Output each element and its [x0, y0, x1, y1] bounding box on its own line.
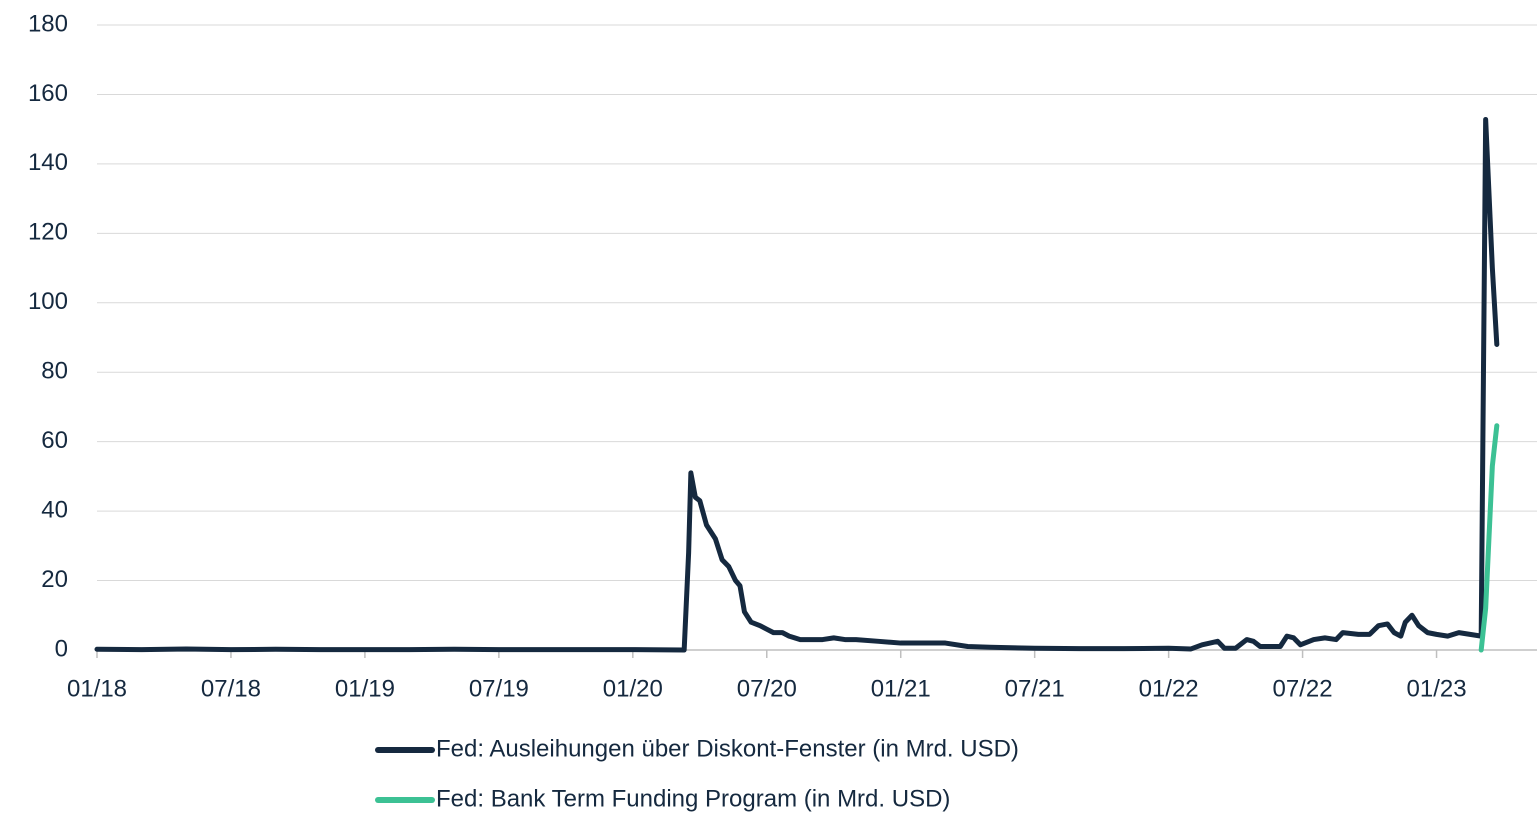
x-tick-label: 07/21: [1005, 675, 1065, 702]
y-tick-label: 0: [55, 635, 68, 662]
x-tick-label: 07/20: [737, 675, 797, 702]
y-tick-label: 120: [28, 219, 68, 246]
x-tick-label: 01/21: [871, 675, 931, 702]
x-tick-label: 01/18: [67, 675, 127, 702]
legend-label: Fed: Bank Term Funding Program (in Mrd. …: [436, 785, 950, 812]
y-tick-label: 180: [28, 10, 68, 37]
y-tick-label: 160: [28, 80, 68, 107]
series-line: [1478, 423, 1500, 653]
x-tick-label: 07/22: [1273, 675, 1333, 702]
x-tick-label: 01/23: [1407, 675, 1467, 702]
y-tick-label: 140: [28, 149, 68, 176]
series-line: [94, 116, 1500, 653]
y-tick-label: 80: [41, 358, 68, 385]
x-tick-label: 01/19: [335, 675, 395, 702]
x-tick-label: 07/18: [201, 675, 261, 702]
y-tick-label: 20: [41, 566, 68, 593]
x-tick-label: 07/19: [469, 675, 529, 702]
x-tick-label: 01/22: [1139, 675, 1199, 702]
y-tick-label: 40: [41, 496, 68, 523]
x-tick-label: 01/20: [603, 675, 663, 702]
y-tick-label: 100: [28, 288, 68, 315]
legend-label: Fed: Ausleihungen über Diskont-Fenster (…: [436, 735, 1019, 762]
y-tick-label: 60: [41, 427, 68, 454]
